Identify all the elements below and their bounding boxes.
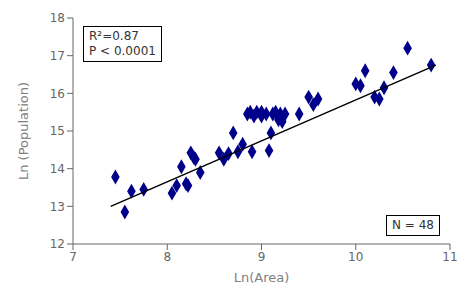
svg-text:8: 8 <box>163 250 171 264</box>
svg-text:17: 17 <box>50 49 65 63</box>
svg-text:15: 15 <box>50 124 65 138</box>
html-text:R²=0.87 P < 0.0001: R²=0.87 P < 0.0001 <box>89 29 156 58</box>
svg-text:12: 12 <box>50 237 65 251</box>
svg-text:9: 9 <box>258 250 266 264</box>
svg-text:Ln(Area): Ln(Area) <box>234 270 290 285</box>
svg-text:16: 16 <box>50 87 65 101</box>
svg-text:11: 11 <box>442 250 457 264</box>
svg-text:7: 7 <box>69 250 77 264</box>
svg-text:14: 14 <box>50 162 65 176</box>
svg-text:18: 18 <box>50 11 65 25</box>
svg-text:Ln (Population): Ln (Population) <box>16 82 31 180</box>
svg-text:10: 10 <box>348 250 363 264</box>
svg-text:13: 13 <box>50 200 65 214</box>
html-text:N = 48: N = 48 <box>392 218 434 232</box>
